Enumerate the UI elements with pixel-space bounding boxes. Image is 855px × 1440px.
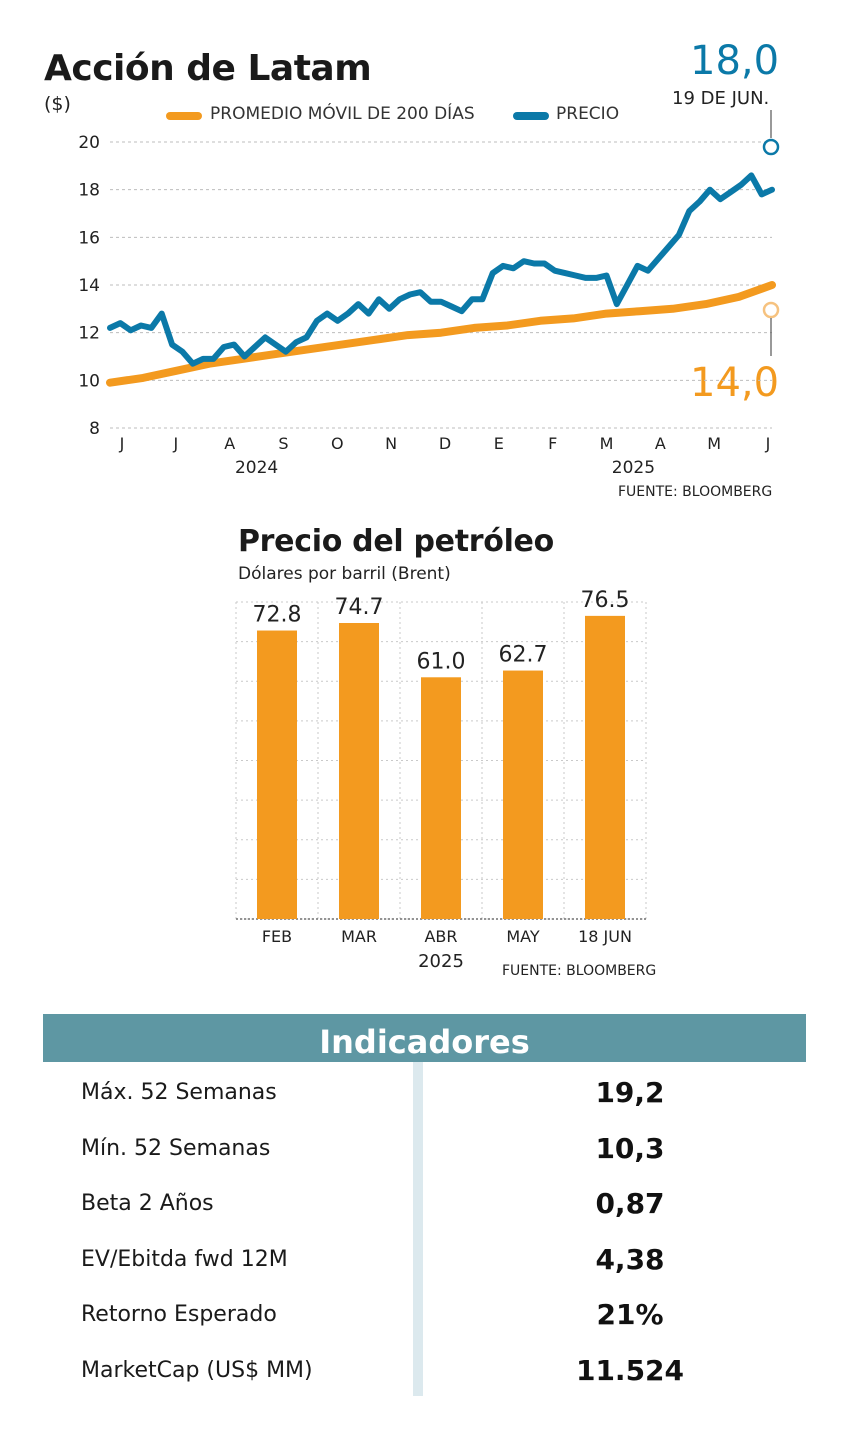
line-chart-x-ticks: J J A S O N D E F M A M J 2024 2025	[119, 434, 771, 478]
indicator-value-expected-return: 21%	[596, 1298, 664, 1331]
chart1-title: Acción de Latam	[44, 48, 372, 89]
indicator-label-beta: Beta 2 Años	[81, 1191, 214, 1216]
indicator-label-ev-ebitda: EV/Ebitda fwd 12M	[81, 1247, 288, 1272]
indicator-label-max-52w: Máx. 52 Semanas	[81, 1080, 277, 1105]
bar	[503, 670, 543, 919]
y-tick-label: 8	[89, 419, 100, 439]
bar	[339, 623, 379, 919]
indicator-value-beta: 0,87	[595, 1187, 665, 1220]
price-callout-date: 19 DE JUN.	[672, 88, 770, 109]
chart2-subtitle: Dólares por barril (Brent)	[238, 564, 451, 584]
x-tick-label: 18 JUN	[578, 927, 632, 946]
x-tick-label: E	[494, 434, 504, 453]
indicators-divider	[413, 1062, 423, 1396]
chart1-source: FUENTE: BLOOMBERG	[618, 484, 773, 500]
bar-value-label: 74.7	[335, 595, 384, 620]
line-chart-y-ticks: 8 10 12 14 16 18 20	[78, 133, 100, 439]
indicator-value-marketcap: 11.524	[575, 1354, 685, 1387]
x-tick-label: M	[600, 434, 614, 453]
bar	[421, 677, 461, 919]
x-year-label: 2025	[418, 951, 464, 972]
indicator-label-min-52w: Mín. 52 Semanas	[81, 1136, 271, 1161]
y-tick-label: 10	[78, 371, 100, 391]
bar	[257, 630, 297, 919]
x-tick-label: J	[172, 434, 178, 453]
chart2-title: Precio del petróleo	[238, 524, 554, 559]
line-chart: 8 10 12 14 16 18 20 J J A S O N D E F M A M J 2024 2025	[78, 110, 780, 478]
chart1-y-unit: ($)	[44, 93, 71, 115]
x-tick-label: MAY	[506, 927, 540, 946]
price-line	[107, 172, 775, 367]
bar-chart: 72.8 FEB 74.7 MAR 61.0 ABR 62.7 MAY 76.5 18 JUN 20…	[235, 590, 647, 972]
x-tick-label: J	[119, 434, 125, 453]
average-callout-marker	[762, 301, 780, 319]
indicators-header: Indicadores	[43, 1014, 806, 1062]
x-year-label: 2025	[612, 458, 655, 478]
legend-label-price: PRECIO	[556, 104, 620, 124]
indicator-value-max-52w: 19,2	[595, 1076, 665, 1109]
indicator-value-ev-ebitda: 4,38	[595, 1243, 665, 1276]
x-tick-label: S	[278, 434, 288, 453]
y-tick-label: 18	[78, 181, 100, 201]
line-chart-series	[106, 172, 776, 387]
x-tick-label: O	[331, 434, 344, 453]
x-tick-label: N	[385, 434, 397, 453]
x-tick-label: F	[548, 434, 557, 453]
legend-swatch-price	[513, 112, 549, 120]
indicator-label-expected-return: Retorno Esperado	[81, 1302, 277, 1327]
x-tick-label: MAR	[341, 927, 377, 946]
bar-value-label: 72.8	[253, 603, 302, 628]
chart2-source: FUENTE: BLOOMBERG	[502, 963, 657, 979]
bar-chart-labels: 72.8 FEB 74.7 MAR 61.0 ABR 62.7 MAY 76.5 18 JUN 20…	[253, 590, 632, 972]
bar-value-label: 62.7	[499, 643, 548, 668]
bar-value-label: 61.0	[417, 649, 466, 674]
line-chart-grid	[110, 141, 772, 429]
x-tick-label: A	[224, 434, 235, 453]
legend-label-moving-average: PROMEDIO MÓVIL DE 200 DÍAS	[210, 104, 475, 124]
y-tick-label: 14	[78, 276, 100, 296]
average-callout-value: 14,0	[690, 360, 780, 406]
indicator-label-marketcap: MarketCap (US$ MM)	[81, 1358, 313, 1383]
x-tick-label: FEB	[262, 927, 292, 946]
y-tick-label: 12	[78, 324, 100, 344]
line-chart-callout-markers	[762, 110, 780, 356]
moving-average-line	[106, 281, 776, 387]
y-tick-label: 16	[78, 228, 100, 248]
x-tick-label: J	[765, 434, 771, 453]
legend-swatch-moving-average	[166, 112, 202, 120]
indicator-value-min-52w: 10,3	[595, 1132, 665, 1165]
bar-chart-bars	[257, 615, 625, 919]
y-tick-label: 20	[78, 133, 100, 153]
bar	[585, 615, 625, 919]
price-callout-marker	[762, 138, 780, 156]
x-year-label: 2024	[235, 458, 278, 478]
x-tick-label: ABR	[424, 927, 457, 946]
x-tick-label: A	[655, 434, 666, 453]
price-callout-value: 18,0	[690, 38, 780, 84]
x-tick-label: M	[707, 434, 721, 453]
bar-value-label: 76.5	[581, 590, 630, 613]
x-tick-label: D	[439, 434, 451, 453]
